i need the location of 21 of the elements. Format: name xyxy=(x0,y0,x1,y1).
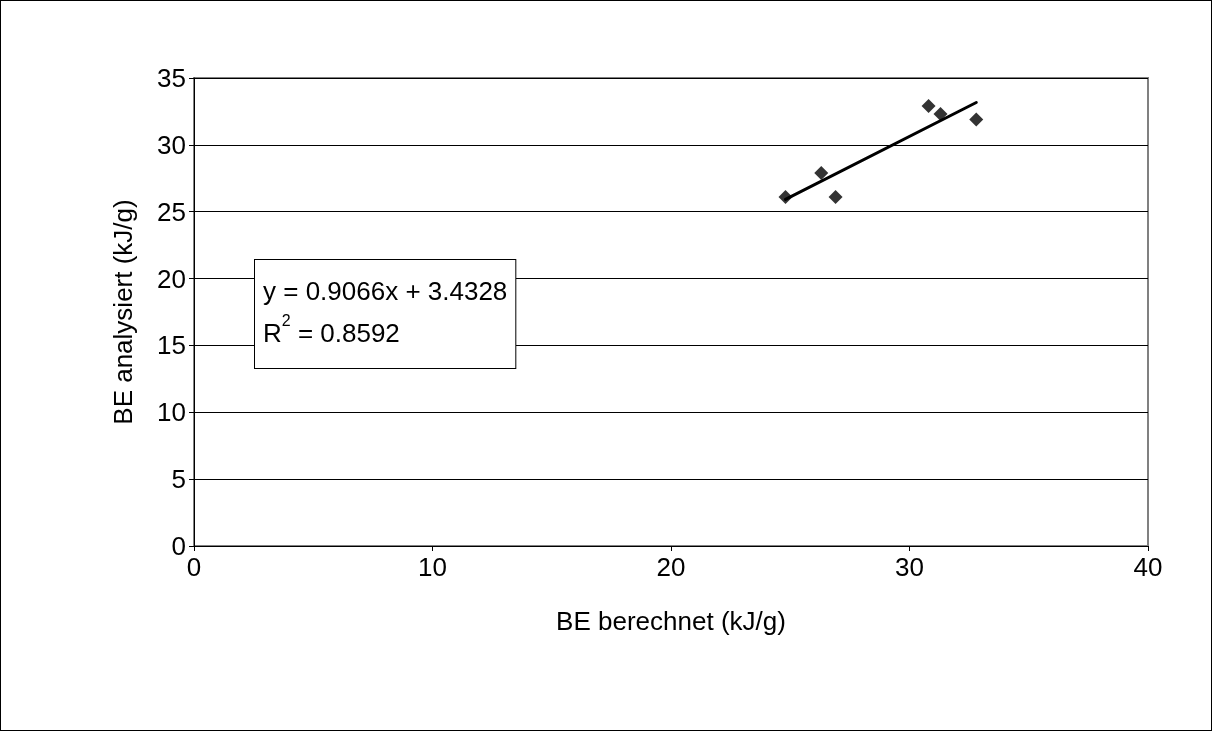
point xyxy=(969,112,984,127)
y-tick-label: 0 xyxy=(171,531,186,561)
y-tick-label: 15 xyxy=(157,330,186,361)
point xyxy=(778,190,793,205)
y-tick-label: 5 xyxy=(171,464,186,495)
x-tick-label: 30 xyxy=(895,552,924,582)
point xyxy=(921,99,936,114)
point xyxy=(933,107,948,122)
y-tick-label: 25 xyxy=(157,196,186,227)
point xyxy=(814,165,829,180)
point xyxy=(828,190,843,205)
y-axis-title: BE analysiert (kJ/g) xyxy=(108,199,138,425)
y-tick-label: 10 xyxy=(157,397,186,428)
x-tick-label: 10 xyxy=(418,552,447,582)
y-tick-label: 30 xyxy=(157,129,186,160)
x-axis-title: BE berechnet (kJ/g) xyxy=(556,606,786,636)
y-tick-label: 35 xyxy=(157,63,186,93)
annotation: y = 0.9066x + 3.4328 xyxy=(263,276,508,306)
y-tick-label: 20 xyxy=(157,263,186,294)
x-tick-label: 40 xyxy=(1133,552,1163,582)
x-tick-label: 20 xyxy=(656,552,686,582)
